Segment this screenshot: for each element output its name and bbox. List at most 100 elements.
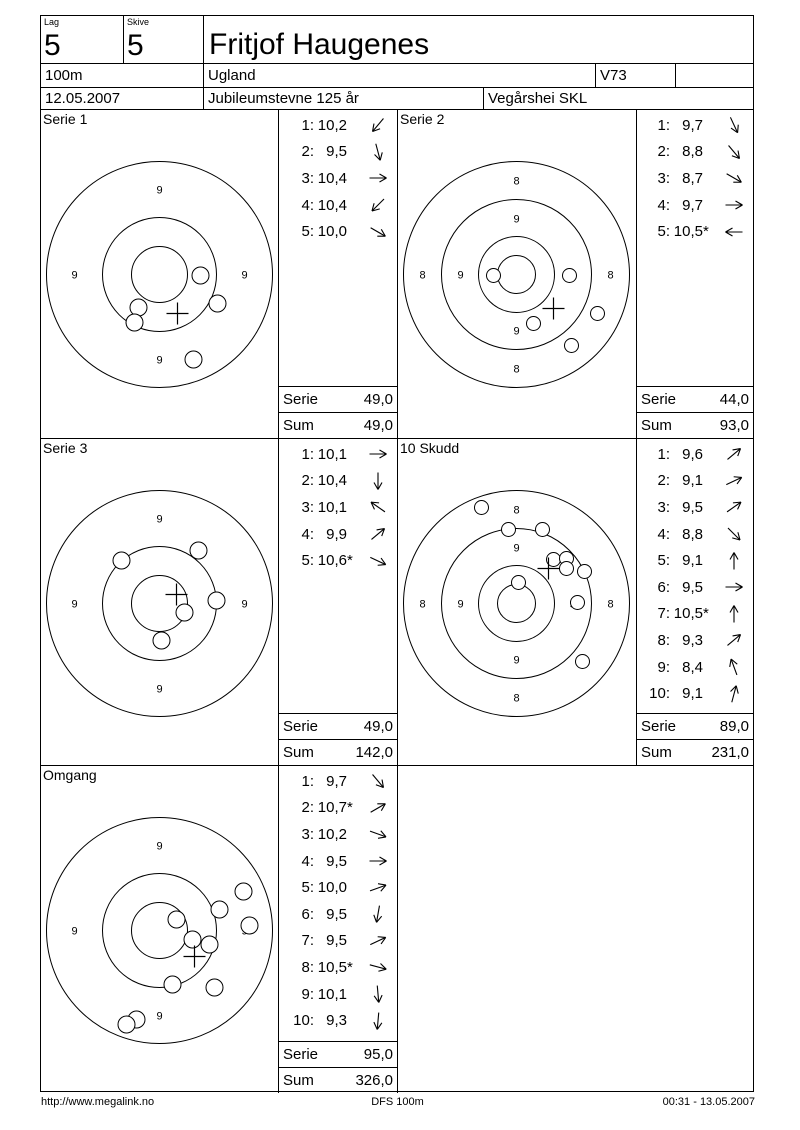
sum-value: 326,0	[355, 1072, 393, 1089]
skive-label: Skive	[127, 17, 150, 27]
shot-number: 7:	[301, 932, 314, 950]
shot-number: 4:	[301, 196, 314, 214]
shot-number: 7:	[657, 605, 670, 623]
shot-number: 2:	[657, 143, 670, 161]
shot-value: 10,0	[317, 223, 347, 241]
shot-number: 5:	[301, 223, 314, 241]
shot-row: 2: 9,5	[279, 139, 397, 166]
ring-value-label: 8	[513, 505, 519, 517]
shot-direction-arrow-icon	[723, 443, 745, 465]
shot-number: 2:	[301, 472, 314, 490]
shot-row: 3: 8,7	[637, 165, 753, 192]
shot-row: 2: 10,4	[279, 468, 397, 495]
shot-direction-arrow-icon	[367, 443, 389, 465]
shot-direction-arrow-icon	[723, 683, 745, 705]
shot-direction-arrow-icon	[367, 141, 389, 163]
shot-row: 3: 10,1	[279, 494, 397, 521]
skive-value: 5	[127, 29, 144, 62]
shot-number: 1:	[301, 445, 314, 463]
shot-direction-arrow-icon	[367, 903, 389, 925]
shot-hole	[189, 541, 208, 560]
shot-row: 1: 9,6	[637, 441, 753, 468]
shot-number: 1:	[657, 445, 670, 463]
target-ring	[131, 575, 188, 632]
sum-value: 49,0	[363, 417, 393, 434]
shot-hole	[575, 654, 590, 669]
shot-hole	[559, 561, 574, 576]
panel-title: Serie 3	[43, 440, 88, 456]
shooter-name-cell: Fritjof Haugenes	[204, 16, 753, 64]
class-cell: V73	[596, 64, 676, 88]
shot-direction-arrow-icon	[367, 114, 389, 136]
date-cell: 12.05.2007	[41, 88, 204, 110]
ring-value-label: 8	[419, 270, 425, 282]
target-diagram: 9 9 9 9	[46, 161, 273, 388]
shot-number: 5:	[301, 552, 314, 570]
shot-value: 10,2	[317, 825, 347, 843]
shot-number: 4:	[301, 852, 314, 870]
target-diagram: 88889999	[403, 161, 630, 388]
shot-direction-arrow-icon	[723, 141, 745, 163]
sum-label: Sum	[283, 1072, 314, 1089]
shot-hole	[167, 910, 186, 929]
shot-value: 8,7	[682, 169, 703, 187]
target-ring	[478, 236, 555, 313]
shot-row: 10: 9,1	[637, 680, 753, 707]
target-ring	[131, 902, 188, 959]
ring-value-label: 9	[457, 270, 463, 282]
shot-hole	[205, 978, 224, 997]
shot-row: 4: 9,7	[637, 192, 753, 219]
shot-list: 1: 10,2 2: 9,5 3: 10,4 4: 10,4 5: 10,0	[279, 112, 397, 245]
ring-value-label: 9	[513, 214, 519, 226]
target-ring	[478, 565, 555, 642]
shot-value: 9,1	[682, 685, 703, 703]
shot-number: 3:	[301, 498, 314, 516]
panel-title: 10 Skudd	[400, 440, 460, 456]
serie-label: Serie	[641, 391, 677, 408]
shot-number: 6:	[301, 905, 314, 923]
shot-direction-arrow-icon	[367, 167, 389, 189]
shot-hole	[125, 313, 144, 332]
ring-value-label: 8	[513, 364, 519, 376]
shot-value: 10,4	[317, 169, 347, 187]
distance-cell: 100m	[41, 64, 204, 88]
shot-value: 9,9	[326, 525, 347, 543]
shot-number: 10:	[293, 1012, 314, 1030]
shot-direction-arrow-icon	[367, 194, 389, 216]
ring-value-label: 9	[241, 270, 247, 282]
shot-row: 3: 10,2	[279, 821, 397, 848]
shot-direction-arrow-icon	[367, 550, 389, 572]
sum-label: Sum	[641, 417, 672, 434]
shot-hole	[240, 916, 259, 935]
shot-value: 10,6	[317, 552, 347, 570]
sum-value: 142,0	[355, 744, 393, 761]
shot-row: 5: 9,1	[637, 547, 753, 574]
club-name: Vegårshei SKL	[488, 90, 588, 107]
shot-direction-arrow-icon	[723, 656, 745, 678]
target-area: Serie 2 88889999	[398, 110, 635, 438]
target-ring	[497, 255, 536, 294]
shot-hole	[564, 338, 579, 353]
score-column: 1: 10,2 2: 9,5 3: 10,4 4: 10,4 5: 10,0 Serie 49,0…	[278, 110, 397, 438]
ring-value-label: 9	[156, 514, 162, 526]
sum-label: Sum	[283, 417, 314, 434]
shot-number: 2:	[301, 799, 314, 817]
shot-value: 10,5	[673, 605, 703, 623]
shot-row: 10: 9,3	[279, 1007, 397, 1034]
target-area: 10 Skudd 88889999	[398, 439, 635, 765]
shot-direction-arrow-icon	[367, 523, 389, 545]
shot-hole	[526, 316, 541, 331]
shot-row: 4: 8,8	[637, 521, 753, 548]
shot-hole	[183, 930, 202, 949]
shot-number: 3:	[657, 169, 670, 187]
shot-number: 9:	[657, 658, 670, 676]
shot-row: 4: 10,4	[279, 192, 397, 219]
ring-value-label: 9	[513, 326, 519, 338]
ring-value-label: 9	[71, 926, 77, 938]
shot-direction-arrow-icon	[367, 877, 389, 899]
serie-value: 95,0	[363, 1046, 393, 1063]
shot-hole	[590, 306, 605, 321]
shot-hole	[129, 298, 148, 317]
shot-hole	[207, 591, 226, 610]
